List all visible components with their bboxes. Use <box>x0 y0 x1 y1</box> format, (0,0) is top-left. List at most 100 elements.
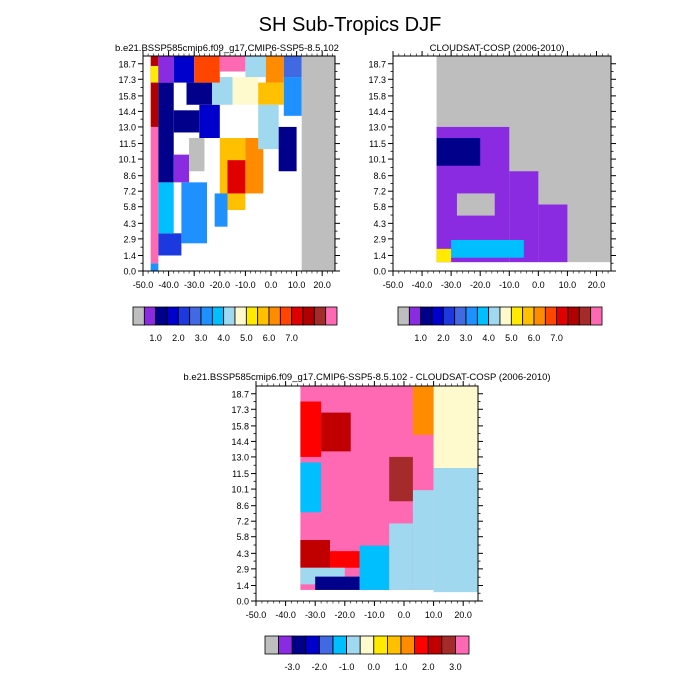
x-tick-label: -20.0 <box>210 280 231 290</box>
colorbar-label: 1.0 <box>395 662 408 672</box>
y-tick-label: 7.2 <box>236 517 249 527</box>
colorbar-label: 3.0 <box>195 333 208 343</box>
colorbar-label: -2.0 <box>312 662 328 672</box>
heatmap-cell <box>265 56 284 83</box>
y-tick-label: 0.0 <box>373 267 386 277</box>
y-tick-label: 8.6 <box>123 171 136 181</box>
panel-obs-plot: 0.0 1.4 2.9 4.3 5.8 7.2 8.6 10.1 11.5 13.0 14.4 15.… <box>368 51 616 290</box>
heatmap-cell <box>412 386 434 435</box>
colorbar-swatch <box>488 306 501 326</box>
y-tick-label: 1.4 <box>236 581 249 591</box>
heatmap-cell <box>227 160 246 194</box>
panel-model-colorbar: 1.0 2.0 3.0 4.0 5.0 6.0 7.0 <box>132 306 338 343</box>
heatmap-cell <box>278 126 297 172</box>
panel-model: b.e21.BSSP585cmip6.f09_g17.CMIP6-SSP5-8.… <box>115 43 340 343</box>
heatmap-cell <box>189 138 205 172</box>
panel-model-plot: 0.0 1.4 2.9 4.3 5.8 7.2 8.6 10.1 11.5 13.0 14.4 15.… <box>118 51 340 290</box>
heatmap-cell <box>389 456 413 502</box>
panel-diff-colorbar: -3.0 -2.0 -1.0 0.0 1.0 2.0 3.0 <box>264 635 470 672</box>
colorbar-swatch <box>305 635 320 655</box>
heatmap-cell <box>315 576 360 590</box>
colorbar-swatch <box>544 306 558 326</box>
y-tick-label: 2.9 <box>236 564 249 574</box>
heatmap-cell <box>150 56 159 127</box>
heatmap-cell <box>219 56 246 72</box>
x-tick-label: 0.0 <box>532 280 545 290</box>
heatmap-cell <box>321 412 351 452</box>
colorbar-swatch <box>278 635 293 655</box>
y-tick-label: 15.8 <box>231 421 249 431</box>
colorbar-swatch <box>556 306 569 326</box>
colorbar-swatch <box>223 306 236 326</box>
colorbar-label: 5.0 <box>240 333 253 343</box>
heatmap-cell <box>150 263 159 271</box>
heatmap-cell <box>212 77 233 105</box>
colorbar-label: 7.0 <box>550 333 563 343</box>
heatmap-cell <box>173 110 200 133</box>
colorbar-swatch <box>567 306 580 326</box>
y-tick-label: 13.0 <box>368 122 386 132</box>
y-tick-label: 10.1 <box>368 155 386 165</box>
y-tick-label: 1.4 <box>123 251 136 261</box>
colorbar-swatch <box>200 306 213 326</box>
colorbar-swatch <box>373 635 388 655</box>
colorbar-swatch <box>291 306 304 326</box>
colorbar-swatch <box>397 306 410 326</box>
panel-obs-colorbar: 1.0 2.0 3.0 4.0 5.0 6.0 7.0 <box>397 306 603 343</box>
colorbar-swatch <box>414 635 429 655</box>
colorbar-label: 6.0 <box>528 333 541 343</box>
colorbar-swatch <box>325 306 338 326</box>
y-tick-label: 4.3 <box>373 219 386 229</box>
colorbar-swatch <box>431 306 444 326</box>
x-tick-label: -40.0 <box>158 280 179 290</box>
colorbar-swatch <box>400 635 416 655</box>
heatmap-cell <box>412 490 434 590</box>
heatmap-cell <box>150 65 159 83</box>
y-tick-label: 7.2 <box>373 187 386 197</box>
x-tick-label: 20.0 <box>588 280 606 290</box>
colorbar-swatch <box>359 635 375 655</box>
heatmap-cell <box>433 386 478 469</box>
heatmap-cell <box>245 56 266 78</box>
colorbar-swatch <box>302 306 315 326</box>
panel-model-title: b.e21.BSSP585cmip6.f09_g17.CMIP6-SSP5-8.… <box>115 43 339 54</box>
heatmap-cell <box>194 56 220 83</box>
heatmap-cell <box>214 193 228 227</box>
heatmap-cell <box>436 138 481 166</box>
heatmap-cells <box>436 56 611 263</box>
heatmap-cell <box>258 82 284 105</box>
y-tick-label: 10.1 <box>231 485 249 495</box>
heatmap-cell <box>330 551 360 568</box>
colorbar-swatch <box>441 635 456 655</box>
colorbar-swatch <box>189 306 202 326</box>
colorbar-label: 3.0 <box>449 662 462 672</box>
colorbar-swatch <box>465 306 478 326</box>
y-tick-label: 7.2 <box>123 187 136 197</box>
colorbar-label: 2.0 <box>422 662 435 672</box>
x-tick-label: -30.0 <box>305 610 326 620</box>
y-tick-label: 17.3 <box>231 405 249 415</box>
colorbar-swatch <box>510 306 524 326</box>
plot-frame <box>255 385 479 602</box>
colorbar-swatch <box>590 306 603 326</box>
heatmap-cell <box>173 56 195 83</box>
colorbar-label: 1.0 <box>149 333 162 343</box>
colorbar-label: 1.0 <box>414 333 427 343</box>
x-tick-label: 10.0 <box>425 610 443 620</box>
colorbar-swatch <box>132 306 145 326</box>
x-tick-label: -30.0 <box>441 280 462 290</box>
colorbar-swatch <box>522 306 535 326</box>
y-tick-label: 17.3 <box>118 75 136 85</box>
x-tick-label: -40.0 <box>275 610 296 620</box>
heatmap-cell <box>283 77 302 116</box>
x-tick-label: -10.0 <box>235 280 256 290</box>
colorbar-swatch <box>264 635 280 655</box>
colorbar-swatch <box>291 635 307 655</box>
y-tick-label: 11.5 <box>119 139 136 149</box>
heatmap-cell <box>436 248 452 263</box>
colorbar-swatch <box>318 635 334 655</box>
colorbar-swatch <box>313 306 327 326</box>
y-tick-label: 5.8 <box>123 202 136 212</box>
heatmap-cell <box>245 138 264 194</box>
